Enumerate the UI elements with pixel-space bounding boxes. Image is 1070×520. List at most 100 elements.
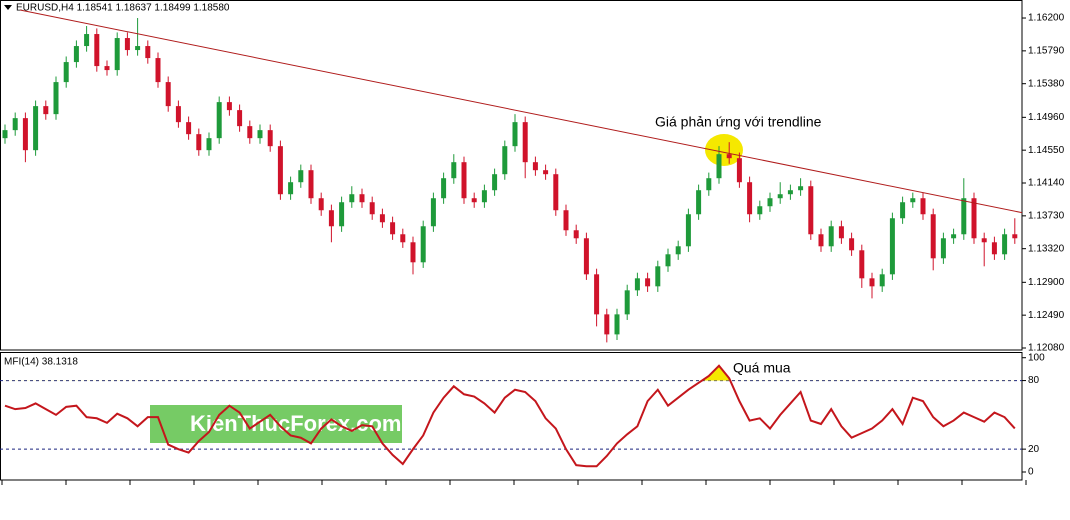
- candle-body: [441, 178, 447, 199]
- candle-body: [145, 46, 151, 59]
- candle-body: [716, 154, 722, 179]
- candle-body: [930, 214, 936, 259]
- candle-body: [808, 186, 814, 235]
- candle-body: [400, 234, 406, 243]
- candle-body: [318, 198, 324, 211]
- y-tick-label: 1.14550: [1028, 145, 1065, 156]
- annotation: Giá phản ứng với trendline: [655, 114, 822, 130]
- candle-body: [481, 190, 487, 203]
- candle-body: [594, 274, 600, 315]
- candle-body: [124, 38, 130, 51]
- candle-body: [859, 250, 865, 279]
- candle-body: [951, 234, 957, 239]
- candle-body: [838, 226, 844, 239]
- candle-body: [339, 202, 345, 227]
- y-tick-label: 1.12490: [1028, 310, 1065, 321]
- candle-body: [410, 242, 416, 263]
- candle-body: [747, 182, 753, 215]
- candle-body: [787, 190, 793, 195]
- candle-body: [155, 58, 161, 83]
- mfi-annotation: Quá mua: [733, 360, 791, 376]
- candle-body: [900, 202, 906, 219]
- candle-body: [471, 198, 477, 203]
- candle-body: [767, 198, 773, 207]
- candle-body: [53, 82, 59, 115]
- mfi-title: MFI(14) 38.1318: [4, 357, 78, 368]
- candle-body: [226, 102, 232, 111]
- candle-body: [43, 106, 49, 115]
- candle-body: [889, 218, 895, 275]
- candle-body: [288, 182, 294, 195]
- candle-body: [563, 210, 569, 231]
- candle-body: [961, 198, 967, 235]
- y-tick-label: 1.12080: [1028, 343, 1065, 354]
- candle-body: [583, 238, 589, 275]
- candle-body: [196, 134, 202, 151]
- candle-body: [165, 82, 171, 107]
- candle-body: [308, 170, 314, 199]
- candle-body: [461, 162, 467, 199]
- candle-body: [675, 246, 681, 255]
- candle-body: [798, 186, 804, 191]
- menu-arrow: [4, 5, 12, 10]
- candle-body: [910, 198, 916, 203]
- candle-body: [869, 278, 875, 287]
- candle-body: [696, 190, 702, 215]
- chart-title: EURUSD,H4 1.18541 1.18637 1.18499 1.1858…: [16, 3, 230, 14]
- y-tick-label: 100: [1028, 352, 1045, 363]
- x-axis: [1, 480, 1027, 485]
- candle-body: [685, 214, 691, 247]
- y-tick-label: 1.16200: [1028, 13, 1065, 24]
- candle-body: [257, 130, 263, 139]
- y-tick-label: 0: [1028, 467, 1034, 478]
- candle-body: [369, 202, 375, 215]
- candle-body: [940, 238, 946, 259]
- y-tick-label: 1.12900: [1028, 277, 1065, 288]
- candle-body: [216, 102, 222, 139]
- y-tick-label: 80: [1028, 375, 1040, 386]
- candle-body: [492, 174, 498, 191]
- highlight-circle: [705, 134, 743, 166]
- y-tick-label: 1.15380: [1028, 78, 1065, 89]
- y-tick-label: 20: [1028, 444, 1040, 455]
- candle-body: [328, 210, 334, 227]
- candle-body: [22, 118, 28, 151]
- candle-body: [175, 106, 181, 123]
- candle-body: [277, 146, 283, 195]
- candle-body: [573, 230, 579, 239]
- y-tick-label: 1.15790: [1028, 45, 1065, 56]
- candle-body: [1012, 234, 1018, 239]
- mfi-line: [4, 364, 1016, 468]
- candle-body: [379, 214, 385, 223]
- candle-body: [430, 198, 436, 227]
- candle-body: [104, 66, 110, 71]
- candle-body: [1002, 234, 1008, 255]
- y-tick-label: 1.13730: [1028, 210, 1065, 221]
- candle-body: [757, 206, 763, 215]
- candle-body: [634, 278, 640, 291]
- candle-body: [543, 170, 549, 175]
- candle-body: [84, 34, 90, 47]
- candle-body: [359, 194, 365, 203]
- y-tick-label: 1.13320: [1028, 243, 1065, 254]
- candle-body: [420, 226, 426, 263]
- candle-body: [512, 122, 518, 147]
- candle-body: [849, 238, 855, 251]
- y-tick-label: 1.14960: [1028, 112, 1065, 123]
- watermark: KienThucForex.com: [190, 411, 401, 436]
- candle-body: [726, 154, 732, 159]
- trendline: [19, 9, 1023, 214]
- candle-body: [33, 106, 39, 151]
- candle-body: [63, 62, 69, 83]
- candle-body: [879, 274, 885, 287]
- candle-body: [614, 314, 620, 335]
- candle-body: [206, 138, 212, 151]
- candle-body: [777, 194, 783, 199]
- candle-body: [736, 158, 742, 183]
- candle-body: [349, 194, 355, 203]
- candle-body: [706, 178, 712, 191]
- candle-body: [522, 122, 528, 163]
- price-panel-frame: [0, 0, 1023, 351]
- candle-body: [267, 130, 273, 147]
